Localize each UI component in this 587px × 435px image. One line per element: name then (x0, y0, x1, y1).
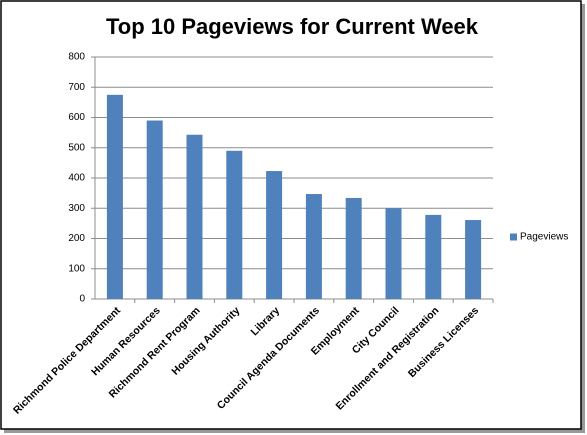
y-tick-label: 600 (68, 112, 85, 123)
bar (186, 134, 203, 299)
bar (266, 171, 283, 299)
y-tick-label: 100 (68, 263, 85, 274)
y-tick-label: 400 (68, 173, 85, 184)
bar (146, 120, 163, 300)
y-tick-label: 800 (68, 52, 85, 63)
bar (305, 194, 322, 299)
y-tick-label: 300 (68, 203, 85, 214)
bar (425, 214, 442, 299)
bar (385, 208, 402, 299)
chart-title: Top 10 Pageviews for Current Week (106, 14, 479, 39)
y-tick-label: 0 (79, 294, 85, 305)
legend-swatch (510, 233, 517, 241)
legend-label: Pageviews (520, 232, 568, 243)
bar (106, 94, 123, 299)
bar (226, 150, 243, 299)
bar (345, 197, 362, 299)
y-tick-label: 200 (68, 233, 85, 244)
bar (465, 220, 482, 299)
y-tick-label: 500 (68, 142, 85, 153)
y-tick-label: 700 (68, 82, 85, 93)
